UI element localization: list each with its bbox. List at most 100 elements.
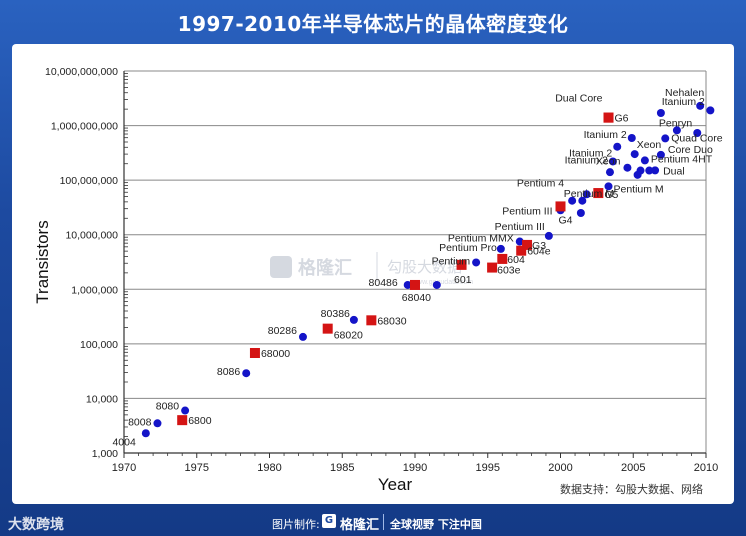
source-note: 数据支持：勾股大数据、网络 <box>560 482 703 496</box>
data-label: G6 <box>615 113 629 125</box>
data-point-circle <box>141 429 150 438</box>
data-point-circle <box>605 168 614 177</box>
transistor-chart: 格隆汇 勾股大数据 www.gogudata.com 1,000 10,000 10… <box>33 66 723 496</box>
data-point-circle <box>349 315 358 324</box>
x-tick-label: 1975 <box>185 462 209 474</box>
data-point-square <box>522 239 533 250</box>
x-axis-title: Year <box>378 475 413 494</box>
data-label: Pentium III <box>502 205 552 217</box>
data-point-square <box>410 279 420 290</box>
data-label: Xeon <box>637 139 662 151</box>
page-title: 1997-2010年半导体芯片的晶体密度变化 <box>177 12 569 36</box>
data-point-square <box>497 253 508 264</box>
footer-brand-left: 大数跨境 <box>8 517 64 533</box>
data-point-circle <box>153 419 162 428</box>
x-tick-label: 1980 <box>257 462 281 474</box>
data-point-circle <box>636 166 645 175</box>
y-tick-label: 100,000 <box>80 339 118 351</box>
footer-credit-label: 图片制作: <box>272 518 320 531</box>
y-tick-label: 1,000 <box>92 448 118 460</box>
data-point-circle <box>613 142 622 151</box>
y-tick-label: 10,000,000,000 <box>45 66 118 78</box>
x-tick-label: 1970 <box>112 462 136 474</box>
y-tick-label: 10,000 <box>86 393 118 405</box>
data-label: Dual <box>663 165 685 177</box>
data-label: Itanium 2 <box>584 129 627 141</box>
data-label: 68040 <box>402 292 431 304</box>
data-label: Pentium III <box>495 221 545 233</box>
data-label: Itanium 2 <box>565 154 608 166</box>
data-point-circle <box>472 258 481 267</box>
data-point-circle <box>298 332 307 341</box>
data-point-square <box>456 259 467 270</box>
footer-logo-text: 格隆汇 <box>340 518 380 533</box>
data-label: 604 <box>507 254 525 266</box>
data-points <box>141 101 715 438</box>
data-point-circle <box>651 166 660 175</box>
data-label: Pentium M <box>564 188 614 200</box>
data-label: Pentium <box>432 255 471 267</box>
data-point-circle <box>242 369 251 378</box>
y-tick-label: 1,000,000,000 <box>51 121 118 133</box>
data-point-circle <box>582 190 591 199</box>
x-tick-label: 2000 <box>548 462 572 474</box>
data-label: Core Duo <box>668 144 713 156</box>
data-point-square <box>593 188 604 199</box>
data-point-circle <box>515 237 524 246</box>
y-tick-label: 100,000,000 <box>60 175 119 187</box>
data-label: Penryn <box>659 117 692 129</box>
y-axis-title: Transistors <box>33 220 52 303</box>
footer-slogan: 全球视野 下注中国 <box>390 518 482 531</box>
watermark-logo-icon <box>270 256 292 278</box>
data-point-square <box>487 262 498 273</box>
data-point-circle <box>496 244 505 253</box>
data-point-square <box>249 347 260 358</box>
data-point-circle <box>640 156 649 165</box>
data-label: 6800 <box>188 415 212 427</box>
data-point-square <box>516 245 527 256</box>
data-label: Pentium 4HT <box>651 153 713 165</box>
axes: 1,000 10,000 100,000 1,000,000 10,000,000 100… <box>33 66 718 494</box>
watermark-url: www.gogudata.com <box>411 279 473 286</box>
data-label: 68030 <box>377 315 406 327</box>
data-label: Pentium M <box>614 183 664 195</box>
footer: 大数跨境 图片制作: G 格隆汇 全球视野 下注中国 <box>0 506 746 536</box>
x-tick-label: 1995 <box>476 462 500 474</box>
data-point-square <box>366 315 377 326</box>
x-tick-label: 2005 <box>621 462 645 474</box>
data-label: 80286 <box>268 325 297 337</box>
data-point-circle <box>578 196 587 205</box>
data-point-circle <box>623 163 632 172</box>
data-point-circle <box>627 133 636 142</box>
data-label: 8080 <box>156 401 180 413</box>
data-point-circle <box>630 150 639 159</box>
data-label: G5 <box>604 189 618 201</box>
data-point-circle <box>403 280 412 289</box>
data-label: 604e <box>527 246 551 258</box>
data-label: Pentium MMX <box>448 233 514 245</box>
y-tick-label: 10,000,000 <box>65 230 118 242</box>
data-label: 68000 <box>261 348 290 360</box>
data-point-circle <box>706 106 715 115</box>
x-tick-label: 1990 <box>403 462 427 474</box>
data-point-circle <box>661 134 670 143</box>
x-tick-label: 1985 <box>330 462 354 474</box>
data-point-circle <box>645 166 654 175</box>
data-label: 8008 <box>128 416 152 428</box>
data-point-square <box>555 201 566 212</box>
data-label: 68020 <box>334 330 363 342</box>
chart-card: 格隆汇 勾股大数据 www.gogudata.com 1,000 10,000 10… <box>12 44 734 504</box>
data-point-circle <box>656 150 665 159</box>
data-label: Dual Core <box>555 93 602 105</box>
footer-divider <box>383 514 384 530</box>
data-point-square <box>603 112 614 123</box>
data-point-circle <box>568 196 577 205</box>
data-point-circle <box>693 128 702 137</box>
data-label: 80486 <box>369 277 398 289</box>
data-label: 80386 <box>321 308 350 320</box>
y-tick-label: 1,000,000 <box>71 284 118 296</box>
data-label: Xeon <box>596 156 621 168</box>
data-point-circle <box>656 108 665 117</box>
point-labels: 4004800880808086802868038680486PentiumPe… <box>112 87 722 448</box>
